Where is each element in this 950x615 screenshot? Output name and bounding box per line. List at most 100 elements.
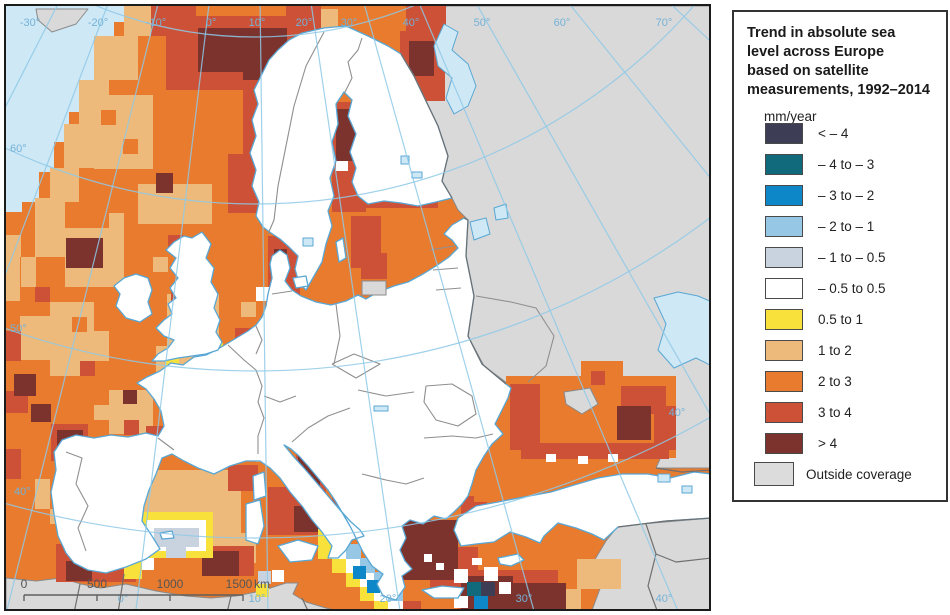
lake-ladoga	[469, 217, 491, 241]
legend-row: – 1 to – 0.5	[734, 242, 946, 273]
graticule-label: 10°	[249, 17, 266, 29]
sea-trend-cell	[101, 110, 116, 125]
sea-trend-cell	[424, 554, 432, 562]
north-africa	[6, 577, 333, 609]
sea-trend-cell	[35, 198, 65, 257]
sea-trend-cell	[241, 302, 256, 317]
sea-trend-cell	[617, 406, 651, 440]
legend-label-outside: Outside coverage	[806, 466, 912, 482]
sea-trend-cell	[153, 257, 168, 272]
graticule-labels: -30° -20° -10° 0° 10° 20° 30° 40° 50° 60° 70° 0° 10°…	[10, 17, 685, 605]
graticule-label: 50°	[474, 17, 491, 29]
legend-row: – 4 to – 3	[734, 149, 946, 180]
graticule-label: 0°	[118, 593, 129, 605]
legend-label: < – 4	[818, 126, 849, 141]
legend-swatch	[765, 216, 803, 237]
legend-label: – 4 to – 3	[818, 157, 875, 172]
legend: Trend in absolute sea level across Europ…	[732, 10, 948, 502]
turkish-lake-1	[657, 473, 671, 483]
sea-trend-cell	[35, 479, 50, 509]
sea-trend-cell	[374, 600, 389, 609]
scale-unit: km	[254, 577, 270, 591]
graticule-label: 10°	[249, 593, 266, 605]
finnish-lake-2	[411, 171, 423, 179]
scale-tick-1000: 1000	[157, 577, 184, 591]
legend-label: – 1 to – 0.5	[818, 250, 886, 265]
kaliningrad	[361, 280, 387, 296]
graticule-label: 60°	[554, 17, 571, 29]
sea-trend-cell	[21, 257, 36, 287]
sea-trend-cell	[336, 161, 348, 171]
graticule-label: 40°	[669, 407, 686, 419]
lake-balaton	[373, 405, 389, 412]
sea-trend-cell	[123, 139, 138, 154]
sea-trend-cell	[6, 391, 28, 413]
sea-trend-cell	[6, 257, 20, 301]
sea-trend-cell	[256, 584, 269, 597]
graticule	[6, 6, 709, 609]
sea-trend-cell	[467, 582, 481, 596]
legend-title: Trend in absolute sea level across Europ…	[747, 24, 936, 100]
sea-trend-cell	[14, 374, 36, 396]
sea-trend-cell	[484, 567, 498, 581]
legend-swatch-outside	[754, 462, 794, 486]
scale-tick-0: 0	[21, 577, 28, 591]
levant-middle-east	[591, 517, 709, 609]
cyprus	[497, 553, 525, 567]
legend-label: 2 to 3	[818, 374, 852, 389]
legend-row: > 4	[734, 428, 946, 459]
graticule-label: -30°	[20, 17, 40, 29]
legend-swatch	[765, 309, 803, 330]
sea-trend-cell	[109, 213, 124, 228]
sea-trend-cell	[94, 331, 109, 361]
map-canvas: -30° -20° -10° 0° 10° 20° 30° 40° 50° 60° 70° 0° 10°…	[6, 6, 709, 609]
legend-swatch	[765, 185, 803, 206]
legend-row: – 2 to – 1	[734, 211, 946, 242]
graticule-label: 40°	[403, 17, 420, 29]
sea-trend-cell	[499, 582, 511, 594]
legend-row: 1 to 2	[734, 335, 946, 366]
graticule-label: 40°	[656, 593, 673, 605]
scale-tick-500: 500	[87, 577, 107, 591]
legend-title-line-4: measurements, 1992–2014	[747, 82, 930, 98]
legend-swatch	[765, 402, 803, 423]
sea-trend-cell	[6, 235, 21, 257]
graticule-label: 20°	[296, 17, 313, 29]
white-sea	[433, 23, 477, 115]
sea-trend-cell	[6, 449, 21, 479]
lake-vanern	[302, 237, 314, 247]
graticule-label: 30°	[516, 593, 533, 605]
sea-trend-cell	[332, 558, 347, 573]
legend-label: – 2 to – 1	[818, 219, 875, 234]
legend-swatch	[765, 154, 803, 175]
sea-trend-cell	[353, 566, 366, 579]
sea-trend-cell	[64, 124, 94, 168]
sea-trend-cell	[577, 559, 621, 589]
sea-trend-cell	[124, 420, 139, 435]
legend-row: – 0.5 to 0.5	[734, 273, 946, 304]
sea-trend-cell	[474, 596, 488, 609]
crete	[421, 585, 465, 599]
greenland-tip	[35, 8, 89, 33]
legend-swatch	[765, 340, 803, 361]
sea-trend-cell	[346, 544, 361, 559]
sea-trend-cell	[94, 95, 153, 169]
sea-trend-cell	[472, 558, 482, 565]
sea-trend-cell	[151, 6, 196, 36]
legend-swatch	[765, 371, 803, 392]
sea-trend-cell	[166, 547, 186, 558]
sea-trend-cell	[66, 238, 103, 268]
sea-trend-cell	[138, 184, 212, 224]
sea-trend-cell	[50, 168, 79, 202]
legend-swatch	[765, 123, 803, 144]
legend-row: < – 4	[734, 118, 946, 149]
lakes	[302, 23, 709, 494]
sea-trend-cell	[123, 390, 137, 404]
legend-swatch	[765, 278, 803, 299]
sea-trend-cell	[256, 287, 270, 301]
legend-title-line-1: Trend in absolute sea	[747, 25, 896, 41]
legend-unit: mm/year	[764, 109, 817, 124]
sea-trend-cell	[409, 41, 434, 76]
mallorca	[159, 530, 175, 540]
graticule-label: 70°	[656, 17, 673, 29]
